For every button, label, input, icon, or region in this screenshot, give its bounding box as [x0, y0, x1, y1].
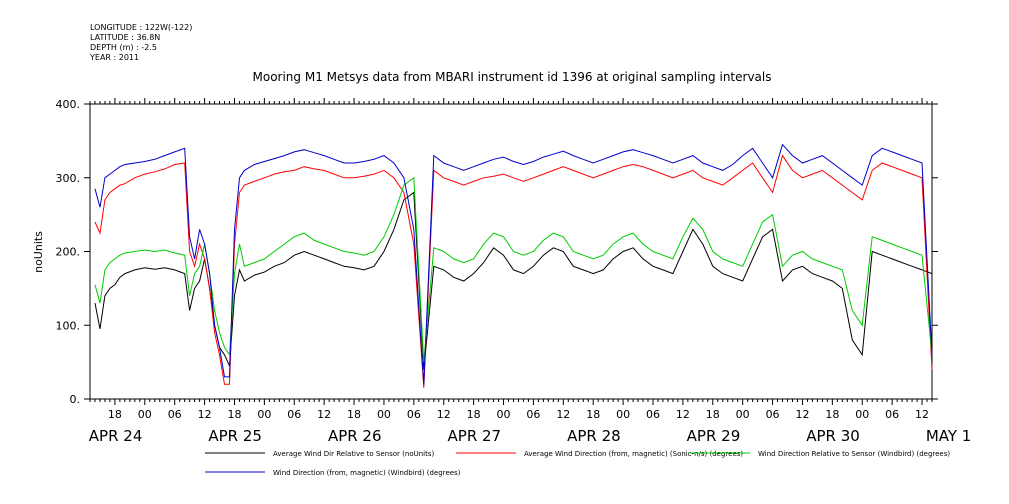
x-hour-label: 18: [825, 408, 839, 421]
x-hour-label: 06: [646, 408, 660, 421]
x-day-label: APR 25: [208, 427, 262, 445]
x-hour-label: 06: [287, 408, 301, 421]
year-text: YEAR : 2011: [89, 53, 139, 62]
x-day-label: APR 27: [448, 427, 502, 445]
x-hour-label: 00: [855, 408, 869, 421]
y-axis: 0. 100. 200. 300. 400.: [56, 98, 938, 406]
depth-text: DEPTH (m) : -2.5: [90, 43, 157, 52]
x-hour-label: 00: [257, 408, 271, 421]
x-hour-label: 12: [437, 408, 451, 421]
x-day-label: APR 28: [567, 427, 621, 445]
y-tick-label: 400.: [56, 98, 81, 111]
series-line-2: [94, 154, 933, 388]
x-hour-label: 00: [616, 408, 630, 421]
legend-label: Average Wind Direction (from, magnetic) …: [524, 450, 743, 458]
series-line-3: [94, 176, 933, 363]
x-hour-label: 06: [407, 408, 421, 421]
y-tick-label: 300.: [56, 172, 81, 185]
y-axis-label: noUnits: [32, 231, 45, 273]
y-tick-label: 100.: [56, 319, 81, 332]
x-day-label: APR 24: [89, 427, 143, 445]
chart-title: Mooring M1 Metsys data from MBARI instru…: [253, 70, 772, 84]
x-hour-label: 12: [795, 408, 809, 421]
legend-label: Wind Direction (from, magnetic) (Windbir…: [273, 469, 461, 477]
x-hour-label: 12: [317, 408, 331, 421]
legend-label: Wind Direction Relative to Sensor (Windb…: [758, 450, 950, 458]
x-hour-label: 18: [227, 408, 241, 421]
legend: Average Wind Dir Relative to Sensor (noU…: [205, 450, 950, 477]
x-day-label: MAY 1: [926, 427, 972, 445]
x-hour-label: 12: [556, 408, 570, 421]
x-hour-label: 00: [736, 408, 750, 421]
x-hour-label: 06: [168, 408, 182, 421]
x-axis: 18 00 06 12 18 00 06 12 18 00 06 12 18 00 06 12 18 00 06 12…: [89, 98, 972, 445]
latitude-text: LATITUDE : 36.8N: [90, 33, 160, 42]
x-day-label: APR 30: [806, 427, 860, 445]
legend-label: Average Wind Dir Relative to Sensor (noU…: [273, 450, 434, 458]
x-hour-label: 18: [706, 408, 720, 421]
x-hour-label: 18: [586, 408, 600, 421]
x-hour-label: 06: [766, 408, 780, 421]
series-line-1: [94, 191, 933, 370]
x-hour-label: 12: [198, 408, 212, 421]
x-hour-label: 18: [347, 408, 361, 421]
x-hour-label: 06: [885, 408, 899, 421]
x-hour-label: 00: [377, 408, 391, 421]
y-tick-label: 200.: [56, 246, 81, 259]
x-hour-label: 06: [526, 408, 540, 421]
x-hour-label: 12: [676, 408, 690, 421]
plot-frame: [89, 103, 933, 400]
x-hour-label: 12: [915, 408, 929, 421]
y-tick-label: 0.: [70, 393, 81, 406]
x-hour-label: 18: [108, 408, 122, 421]
x-hour-label: 00: [497, 408, 511, 421]
longitude-text: LONGITUDE : 122W(-122): [90, 23, 192, 32]
x-day-label: APR 29: [687, 427, 741, 445]
series-group: [94, 143, 933, 388]
x-hour-label: 18: [467, 408, 481, 421]
x-day-label: APR 26: [328, 427, 382, 445]
series-line-4: [94, 143, 933, 385]
x-hour-label: 00: [138, 408, 152, 421]
